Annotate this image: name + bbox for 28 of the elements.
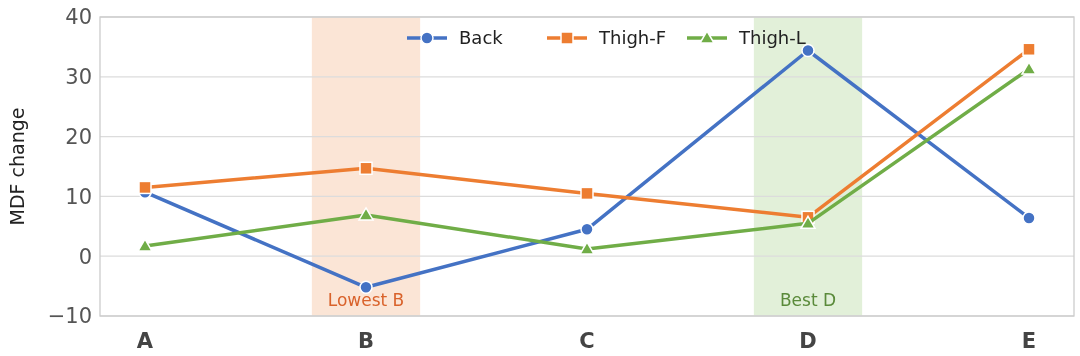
y-tick-label: −10 (47, 304, 92, 329)
y-axis-title: MDF change (6, 107, 28, 226)
y-tick-label: 10 (65, 184, 92, 209)
point (1022, 211, 1036, 225)
point (580, 222, 594, 237)
y-tick-label: 30 (65, 65, 92, 90)
x-tick-label: E (1021, 329, 1037, 353)
point (1022, 42, 1036, 57)
y-tick-label: 20 (65, 124, 92, 149)
legend-label: Thigh-F (598, 27, 667, 49)
band-label: Best D (779, 290, 837, 310)
x-tick-label: C (579, 329, 595, 353)
legend-label: Thigh-L (738, 27, 806, 49)
x-tick-label: B (357, 329, 375, 353)
point (137, 238, 153, 252)
x-tick-label: D (799, 329, 817, 353)
point (800, 215, 816, 230)
y-tick-label: 40 (65, 5, 92, 30)
y-tick-label: 0 (78, 244, 92, 269)
point (359, 161, 373, 176)
point (579, 241, 595, 255)
legend-label: Back (459, 27, 504, 49)
point (1021, 61, 1037, 75)
point (358, 207, 374, 221)
point (580, 186, 594, 201)
point (138, 180, 152, 195)
band-label: Lowest B (327, 290, 405, 310)
x-tick-label: A (136, 329, 154, 353)
